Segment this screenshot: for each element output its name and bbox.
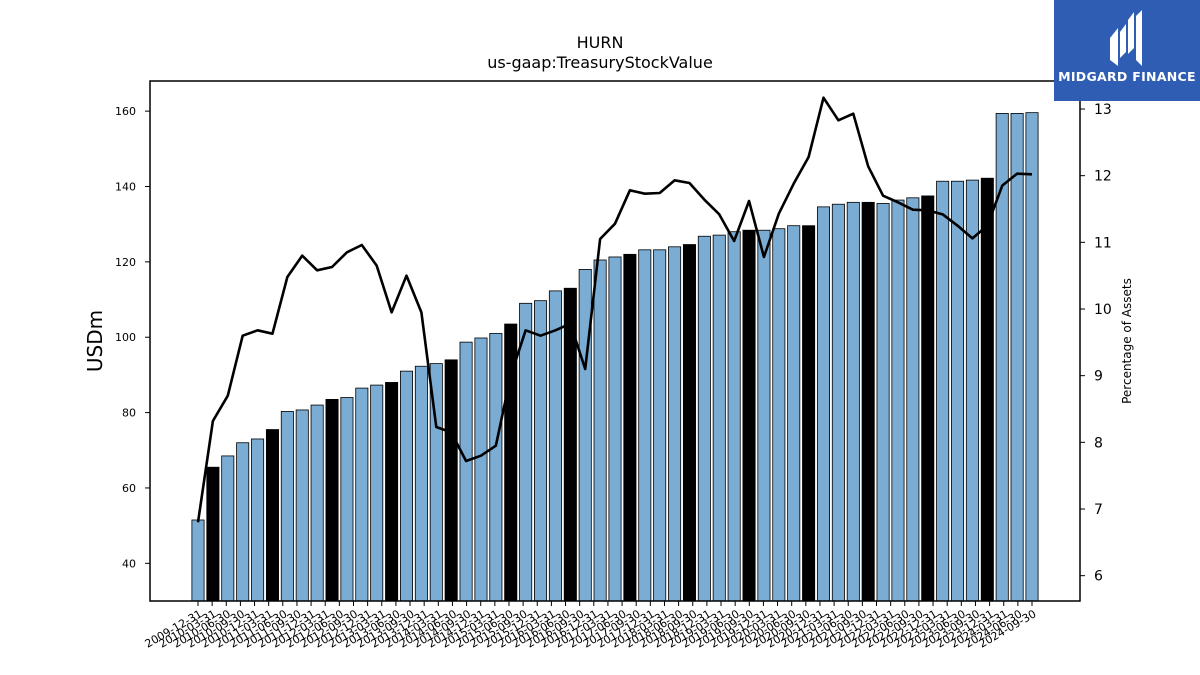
y2-tick-label: 10 — [1094, 302, 1112, 318]
y2-tick-label: 6 — [1094, 569, 1103, 585]
y-tick-label: 80 — [122, 407, 136, 420]
bar — [697, 235, 711, 602]
bar — [474, 337, 488, 602]
bar — [936, 180, 950, 602]
bar — [682, 244, 696, 602]
percentage-line — [196, 96, 1033, 523]
bar — [1010, 113, 1024, 602]
y-axis-label: USDm — [83, 310, 107, 372]
bar — [236, 442, 250, 602]
line-layer — [196, 96, 1033, 523]
bar — [1025, 112, 1039, 602]
bar — [340, 397, 354, 602]
bar — [265, 429, 279, 602]
bar — [876, 203, 890, 602]
bar — [846, 201, 860, 602]
y2-tick-label: 11 — [1094, 235, 1112, 251]
bar — [653, 249, 667, 602]
left-axis: 40 60 80 100 120 140 160 — [115, 105, 150, 570]
y2-axis-label: Percentage of Assets — [1120, 278, 1134, 404]
bar — [578, 269, 592, 602]
y2-tick-label: 12 — [1094, 169, 1112, 185]
y2-tick-label: 13 — [1094, 102, 1112, 118]
bar — [757, 229, 771, 602]
bar — [816, 206, 831, 602]
brand-logo: MIDGARD FINANCE — [1054, 0, 1200, 101]
bar — [444, 359, 458, 602]
bar — [831, 203, 845, 602]
bar — [370, 384, 384, 602]
x-axis: 2009-12-312010-03-312010-06-302010-09-30… — [143, 601, 1039, 651]
bar — [534, 300, 548, 602]
bar — [623, 253, 637, 602]
bar — [802, 225, 816, 602]
bar — [355, 387, 369, 602]
bar — [787, 225, 801, 602]
bar — [206, 466, 220, 602]
bar — [727, 231, 741, 602]
bar — [965, 179, 979, 602]
bar — [891, 199, 905, 602]
bar — [921, 195, 935, 602]
y-tick-label: 60 — [122, 482, 136, 495]
y-tick-label: 100 — [115, 331, 136, 344]
y2-tick-label: 8 — [1094, 435, 1103, 451]
bar — [742, 229, 756, 602]
bar — [548, 290, 562, 602]
right-axis: 6 7 8 9 10 11 12 13 — [1080, 102, 1112, 585]
bar — [325, 399, 339, 602]
brand-name: MIDGARD FINANCE — [1058, 69, 1196, 84]
plot-frame — [149, 80, 1081, 602]
chart-title: HURN — [576, 33, 624, 52]
bar — [861, 201, 875, 602]
bar — [608, 256, 622, 602]
bar — [519, 302, 533, 602]
bar — [980, 177, 994, 602]
y2-tick-label: 9 — [1094, 369, 1103, 385]
bar — [638, 249, 652, 602]
bar — [951, 180, 965, 602]
bar — [459, 341, 473, 602]
bar — [906, 197, 920, 602]
bar — [668, 246, 682, 602]
bar — [280, 411, 294, 602]
bar — [295, 409, 309, 602]
bars-layer — [191, 112, 1039, 602]
bar — [712, 234, 726, 602]
bar — [251, 438, 265, 602]
midgard-logo-icon — [1110, 10, 1142, 66]
bar — [191, 519, 205, 602]
y-tick-label: 140 — [115, 181, 136, 194]
bar — [489, 333, 503, 602]
y2-tick-label: 7 — [1094, 502, 1103, 518]
bar — [310, 404, 324, 602]
bar — [414, 365, 428, 602]
bar — [593, 259, 607, 602]
chart-subtitle: us-gaap:TreasuryStockValue — [487, 53, 713, 72]
y-tick-label: 40 — [122, 557, 136, 570]
bar — [399, 370, 414, 602]
y-tick-label: 160 — [115, 105, 136, 118]
bar — [385, 382, 399, 602]
bar — [772, 228, 786, 602]
y-tick-label: 120 — [115, 256, 136, 269]
bar — [221, 455, 235, 602]
